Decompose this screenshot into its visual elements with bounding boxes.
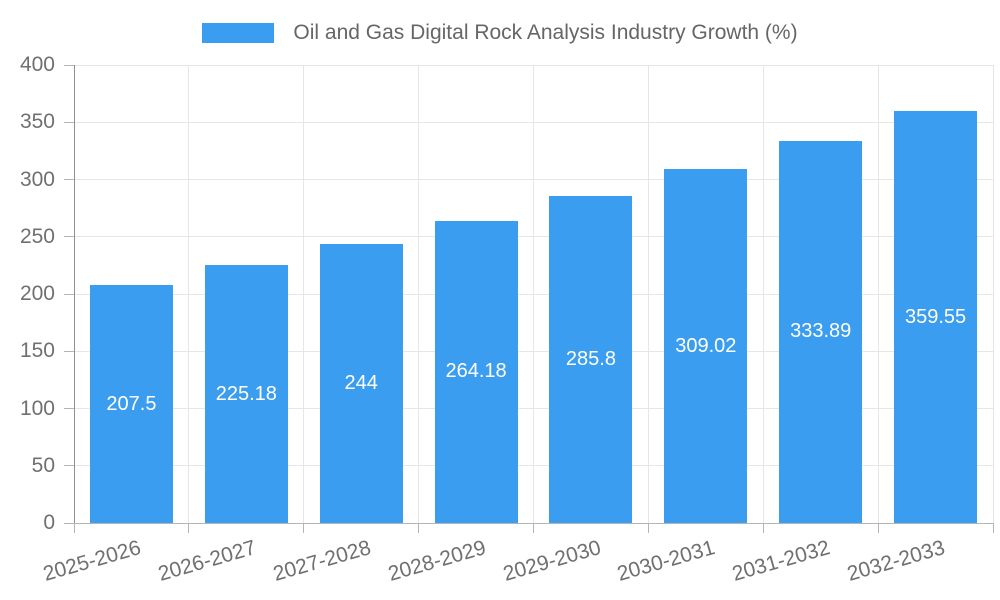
x-tick-label: 2030-2031 <box>614 536 718 586</box>
x-gridline <box>418 65 420 523</box>
x-axis-tick <box>418 523 420 533</box>
x-gridline <box>877 65 879 523</box>
y-axis-tick <box>64 236 74 238</box>
y-axis-tick <box>64 179 74 180</box>
bar-value-label: 285.8 <box>565 347 616 370</box>
bar: 244 <box>319 243 403 523</box>
x-axis-tick <box>73 523 75 533</box>
y-axis-line <box>73 65 75 523</box>
x-gridline <box>992 65 994 523</box>
bar: 225.18 <box>204 265 288 523</box>
y-axis-tick <box>64 408 74 409</box>
x-gridline <box>303 65 305 523</box>
x-axis-tick <box>188 523 190 533</box>
x-tick-label: 2028-2029 <box>385 536 489 586</box>
x-axis-line <box>64 522 993 524</box>
legend-swatch <box>202 23 275 43</box>
bar-value-label: 333.89 <box>790 320 852 343</box>
x-gridline <box>533 65 534 523</box>
bar: 359.55 <box>894 111 978 523</box>
y-tick-label: 50 <box>31 453 55 477</box>
x-tick-label: 2031-2032 <box>729 536 833 586</box>
x-axis-tick <box>303 523 305 533</box>
x-axis-tick <box>533 523 534 533</box>
y-tick-label: 100 <box>19 396 55 420</box>
x-axis-tick <box>877 523 879 533</box>
y-axis-tick <box>64 293 74 295</box>
bar: 333.89 <box>779 140 863 523</box>
x-gridline <box>647 65 649 523</box>
x-gridline <box>188 65 190 523</box>
y-axis-tick <box>64 350 74 352</box>
y-axis-tick <box>64 121 74 123</box>
bar-value-label: 244 <box>344 371 378 394</box>
y-axis-tick <box>64 64 74 66</box>
bar: 207.5 <box>89 285 173 523</box>
legend-item[interactable]: Oil and Gas Digital Rock Analysis Indust… <box>0 22 1000 44</box>
x-tick-label: 2032-2033 <box>844 536 948 586</box>
x-tick-label: 2025-2026 <box>40 536 144 586</box>
x-tick-label: 2027-2028 <box>270 536 374 586</box>
bar-value-label: 264.18 <box>445 360 507 383</box>
bar: 285.8 <box>549 195 633 523</box>
x-axis-tick <box>762 523 764 533</box>
x-axis-tick <box>992 523 994 533</box>
bar-value-label: 309.02 <box>675 334 737 357</box>
x-tick-label: 2026-2027 <box>155 536 259 586</box>
bar: 309.02 <box>664 169 748 523</box>
bar-value-label: 207.5 <box>106 392 157 415</box>
y-tick-label: 250 <box>19 224 55 248</box>
x-tick-label: 2029-2030 <box>500 536 604 586</box>
y-tick-label: 0 <box>43 511 55 534</box>
y-tick-label: 150 <box>19 339 55 363</box>
legend-label: Oil and Gas Digital Rock Analysis Indust… <box>293 21 798 44</box>
bar: 264.18 <box>434 220 518 523</box>
y-tick-label: 300 <box>19 167 55 191</box>
y-tick-label: 200 <box>19 282 55 305</box>
y-tick-label: 350 <box>19 110 55 134</box>
bar-value-label: 359.55 <box>904 305 967 328</box>
y-axis-tick <box>64 465 74 467</box>
y-tick-label: 400 <box>19 53 55 76</box>
x-gridline <box>762 65 764 523</box>
bar-value-label: 225.18 <box>215 382 277 405</box>
x-axis-tick <box>647 523 649 533</box>
